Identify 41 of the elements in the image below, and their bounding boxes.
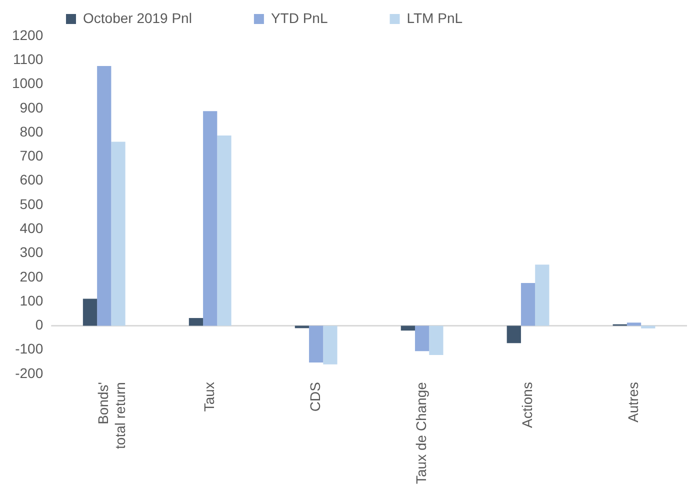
bar [626,322,642,326]
bar [188,318,204,326]
y-tick-label: 600 [20,172,44,188]
bar [82,298,98,326]
y-tick-label: 0 [35,316,44,333]
bar [323,326,338,364]
legend-label: YTD PnL [270,10,328,26]
y-tick-label: 1200 [12,26,44,43]
y-tick-label: 800 [20,123,44,140]
x-tick-label: Bonds' total return [94,382,128,449]
y-tick-label: 700 [20,148,44,164]
legend-label: October 2019 Pnl [83,10,192,26]
x-tick-label: Taux de Change [412,382,429,484]
y-tick-label: 900 [20,99,44,116]
y-tick-label: 500 [20,196,44,212]
y-tick-label: 100 [20,292,44,308]
bar [535,264,550,326]
y-tick-label: 1100 [13,51,44,68]
bar [414,326,430,352]
bar [520,283,536,326]
y-tick-label: -200 [15,364,44,381]
y-tick-label: 1000 [12,75,44,92]
legend-label: LTM PnL [406,10,463,26]
bar [400,326,415,331]
bar [641,326,656,328]
y-tick-label: 200 [20,268,44,284]
x-tick-label: Taux [200,382,217,412]
bar [203,111,218,326]
bar [429,326,444,355]
bar [217,135,232,326]
bar [506,326,521,344]
bar [97,66,112,326]
x-tick-label: Actions [518,382,535,428]
bar [309,326,324,362]
y-tick-label: 300 [20,244,44,260]
bar [111,142,126,326]
x-tick-label: CDS [306,382,323,412]
y-tick-label: 400 [20,220,44,236]
x-tick-label: Autres [624,382,641,423]
y-tick-label: -100 [15,340,44,357]
bar [294,326,310,328]
